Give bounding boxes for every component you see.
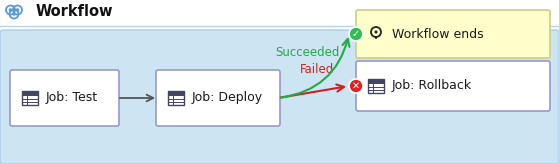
Text: Job: Rollback: Job: Rollback	[392, 80, 472, 92]
Text: Succeeded: Succeeded	[275, 46, 339, 59]
Circle shape	[16, 8, 20, 12]
Circle shape	[9, 8, 12, 12]
Circle shape	[12, 12, 16, 16]
Text: Job: Deploy: Job: Deploy	[192, 92, 263, 104]
Text: Job: Test: Job: Test	[46, 92, 98, 104]
FancyBboxPatch shape	[168, 91, 184, 96]
Text: Workflow: Workflow	[36, 4, 113, 20]
Circle shape	[349, 27, 363, 41]
FancyBboxPatch shape	[10, 70, 119, 126]
FancyBboxPatch shape	[368, 79, 384, 93]
FancyBboxPatch shape	[368, 79, 384, 84]
FancyBboxPatch shape	[168, 91, 184, 105]
Text: Failed: Failed	[300, 63, 334, 76]
FancyBboxPatch shape	[22, 91, 38, 105]
Circle shape	[349, 79, 363, 93]
Text: ✕: ✕	[352, 81, 360, 91]
FancyBboxPatch shape	[356, 10, 550, 58]
Text: Workflow ends: Workflow ends	[392, 28, 484, 41]
FancyBboxPatch shape	[0, 30, 559, 164]
FancyBboxPatch shape	[356, 61, 550, 111]
FancyBboxPatch shape	[156, 70, 280, 126]
Text: ✓: ✓	[352, 29, 360, 39]
Circle shape	[375, 31, 377, 33]
FancyBboxPatch shape	[22, 91, 38, 96]
